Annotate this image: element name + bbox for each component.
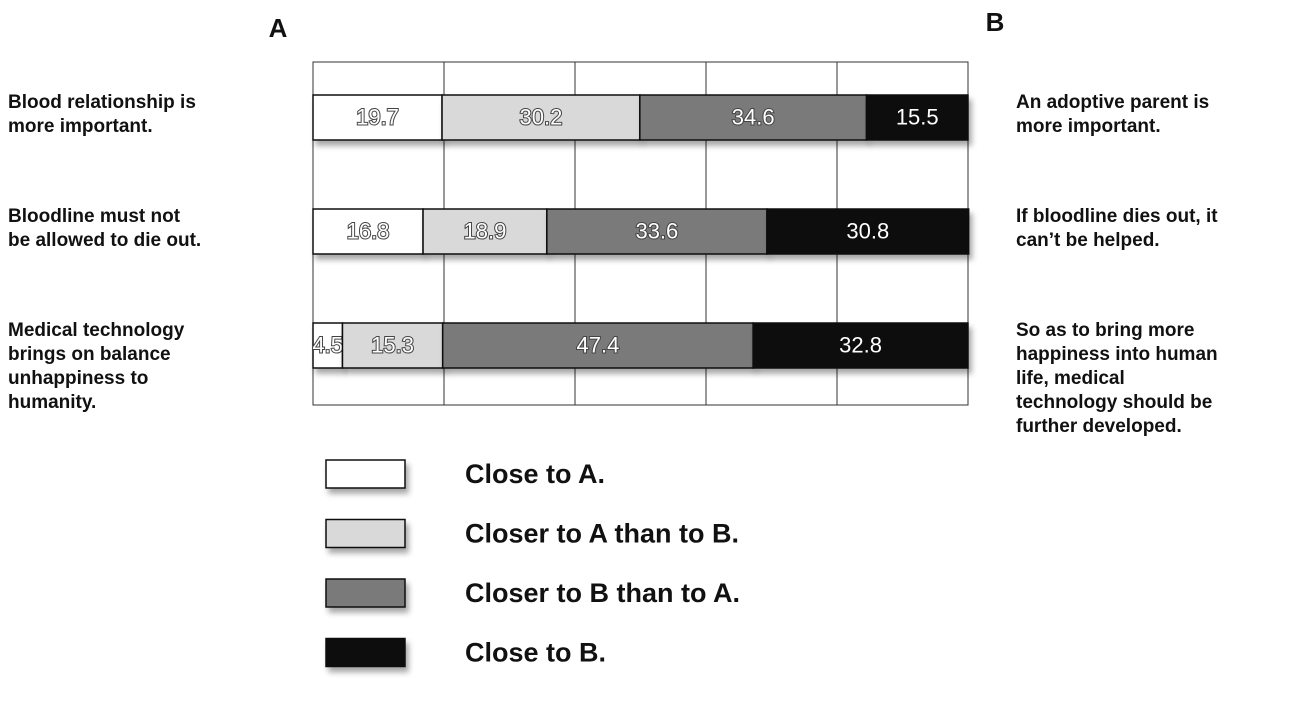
left-label: humanity. [8, 392, 96, 413]
legend-label: Close to A. [465, 459, 605, 489]
left-label: be allowed to die out. [8, 230, 201, 251]
bar-segment [341, 322, 444, 369]
legend-swatch [325, 518, 406, 549]
legend-label: Closer to A than to B. [465, 519, 739, 549]
left-label: brings on balance [8, 344, 171, 365]
right-label: can’t be helped. [1016, 230, 1160, 251]
right-label: technology should be [1016, 392, 1212, 413]
right-label: life, medical [1016, 368, 1125, 389]
legend-swatch [325, 459, 406, 489]
data-label: 34.6 [732, 104, 775, 129]
data-label: 15.5 [896, 104, 939, 129]
left-label: more important. [8, 116, 153, 137]
data-label: 15.3 [371, 332, 414, 357]
right-label: If bloodline dies out, it [1016, 206, 1218, 227]
left-label: Medical technology [8, 320, 185, 341]
legend-swatch [325, 578, 406, 608]
right-label: So as to bring more [1016, 320, 1194, 341]
left-label: unhappiness to [8, 368, 148, 389]
bar-segment [441, 94, 641, 141]
left-label: Blood relationship is [8, 92, 196, 113]
bar-segment [312, 208, 424, 255]
bar-segment [865, 94, 969, 141]
legend-label: Closer to B than to A. [465, 578, 740, 608]
data-label: 4.5 [312, 332, 343, 357]
bar-segment [639, 94, 868, 141]
header-b: B [986, 7, 1005, 37]
data-label: 33.6 [635, 218, 678, 243]
data-label: 30.8 [846, 218, 889, 243]
data-label: 47.4 [577, 332, 620, 357]
data-label: 19.7 [356, 104, 399, 129]
bar-segment [546, 208, 768, 255]
data-label: 32.8 [839, 332, 882, 357]
right-label: happiness into human [1016, 344, 1218, 365]
legend-swatch [325, 637, 406, 668]
right-label: An adoptive parent is [1016, 92, 1209, 113]
bar-segment [766, 208, 970, 255]
right-label: further developed. [1016, 416, 1182, 437]
data-label: 18.9 [464, 218, 507, 243]
legend-label: Close to B. [465, 638, 606, 668]
header-a: A [269, 13, 288, 43]
bar-segment [312, 94, 443, 141]
data-label: 16.8 [347, 218, 390, 243]
bar-segment [752, 322, 969, 369]
bar-segment [441, 322, 754, 369]
right-label: more important. [1016, 116, 1161, 137]
left-label: Bloodline must not [8, 206, 181, 227]
data-label: 30.2 [520, 104, 563, 129]
bar-segment [312, 322, 344, 369]
